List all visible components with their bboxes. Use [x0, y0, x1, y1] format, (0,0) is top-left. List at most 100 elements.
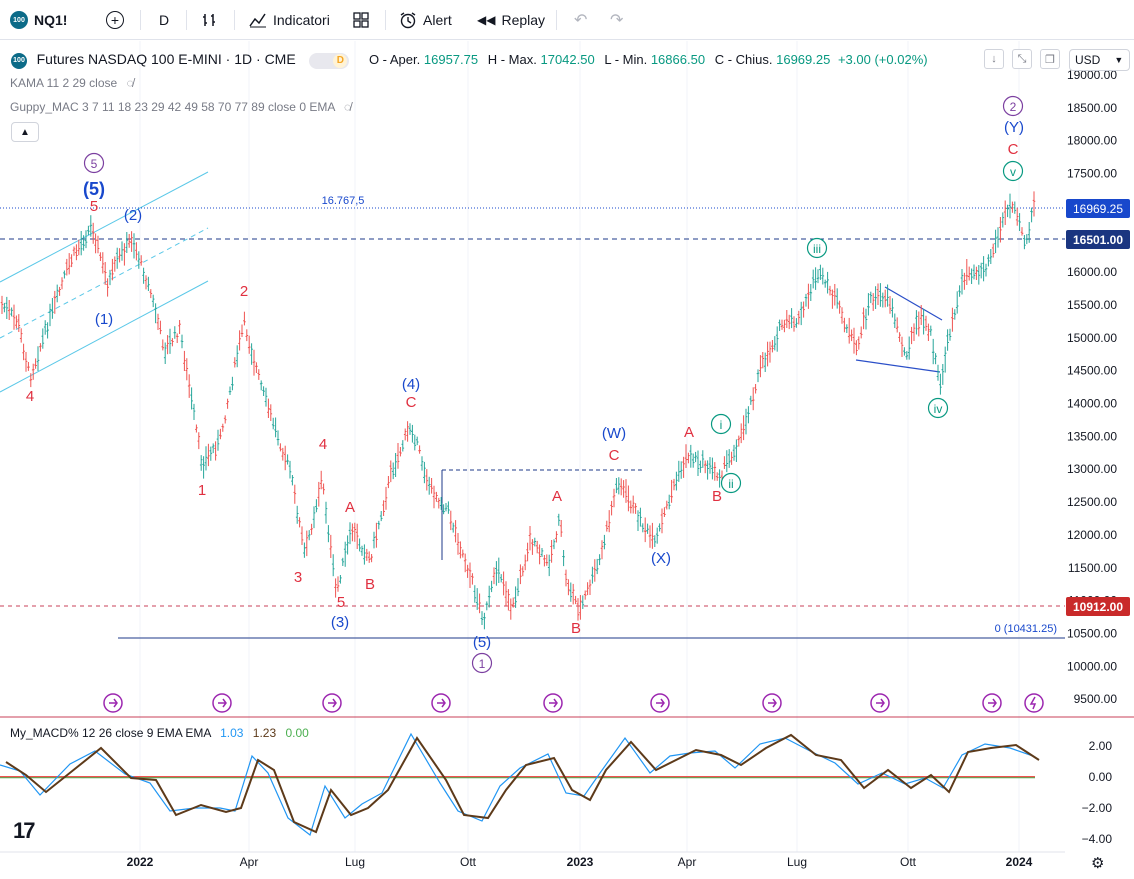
wave-label[interactable]: 4 — [26, 388, 34, 405]
symbol-search-button[interactable]: 100 NQ1! — [10, 0, 67, 40]
wave-label[interactable]: ii — [720, 472, 742, 494]
event-marker[interactable] — [322, 693, 342, 713]
redo-button[interactable]: ↷ — [610, 0, 623, 40]
lightning-event-marker[interactable] — [1024, 693, 1044, 713]
price-bars — [0, 191, 1036, 630]
wave-label[interactable]: 2 — [1002, 95, 1024, 117]
maximize-button[interactable]: ⤡ — [1012, 49, 1032, 69]
price-axis-tick: 18500.00 — [1067, 101, 1117, 115]
event-marker[interactable] — [870, 693, 890, 713]
interval-button[interactable]: D — [159, 0, 169, 40]
event-marker[interactable] — [212, 693, 232, 713]
wave-label[interactable]: 4 — [319, 436, 327, 453]
price-axis-tick: 16000.00 — [1067, 265, 1117, 279]
wave-label[interactable]: A — [684, 424, 694, 441]
event-marker[interactable] — [431, 693, 451, 713]
wave-label[interactable]: 5 — [337, 594, 345, 611]
macd-legend[interactable]: My_MACD% 12 26 close 9 EMA EMA 1.03 1.23… — [10, 726, 309, 740]
wave-label[interactable]: (5) — [83, 179, 105, 199]
symbol-logo-icon: 100 — [10, 11, 28, 29]
undo-button[interactable]: ↶ — [574, 0, 587, 40]
wave-label-text: ii — [728, 477, 733, 491]
wave-label[interactable]: C — [609, 447, 620, 464]
wave-label[interactable]: v — [1002, 160, 1024, 182]
wave-label[interactable]: B — [571, 620, 581, 637]
collapse-legend-button[interactable]: ▲ — [11, 122, 39, 142]
wave-label-text: (1) — [95, 311, 113, 328]
restore-button[interactable]: ❐ — [1040, 49, 1060, 69]
toolbar-divider — [186, 10, 187, 30]
wave-label[interactable]: 5 — [90, 198, 98, 215]
wave-label[interactable]: (W) — [602, 425, 626, 442]
wave-label-text: 5 — [91, 157, 98, 171]
wave-label[interactable]: 1 — [198, 482, 206, 499]
wave-label[interactable]: C — [1008, 141, 1019, 158]
wave-circle — [806, 237, 828, 259]
wave-label[interactable]: 1 — [471, 652, 493, 674]
wave-label[interactable]: 3 — [294, 569, 302, 586]
macd-axis-labels: 2.00 0.00 −2.00 −4.00 — [1082, 739, 1113, 846]
bar-style-button[interactable] — [201, 0, 219, 40]
event-marker[interactable] — [650, 693, 670, 713]
compare-symbol-button[interactable]: + — [106, 0, 124, 40]
channel-lower-line — [0, 280, 209, 393]
wave-label[interactable]: (5) — [473, 634, 491, 651]
arrow-right-icon — [437, 698, 446, 708]
time-axis-tick: Ott — [460, 855, 477, 869]
wave-label[interactable]: (Y) — [1004, 119, 1024, 136]
wave-label[interactable]: A — [552, 488, 562, 505]
event-marker[interactable] — [762, 693, 782, 713]
tradingview-logo-icon[interactable]: 17 — [13, 818, 36, 843]
event-marker[interactable] — [982, 693, 1002, 713]
arrow-right-icon — [549, 698, 558, 708]
price-axis-tick: 14000.00 — [1067, 397, 1117, 411]
wave-label[interactable]: (2) — [124, 207, 142, 224]
price-axis-tick: 10500.00 — [1067, 626, 1117, 640]
wave-label[interactable]: i — [710, 413, 732, 435]
wave-circle — [710, 413, 732, 435]
time-axis-labels: 2022 Apr Lug Ott 2023 Apr Lug Ott 2024 — [127, 855, 1033, 869]
event-marker[interactable] — [543, 693, 563, 713]
wave-label[interactable]: iv — [927, 397, 949, 419]
layouts-button[interactable] — [352, 0, 370, 40]
time-axis-tick: Apr — [240, 855, 259, 869]
scroll-down-button[interactable]: ↓ — [984, 49, 1004, 69]
wave-circle — [927, 397, 949, 419]
replay-button[interactable]: ◀◀ Replay — [477, 0, 545, 40]
wave-label[interactable]: 2 — [240, 283, 248, 300]
wave-label[interactable]: (X) — [651, 550, 671, 567]
wave-label-text: B — [712, 488, 722, 505]
delay-badge: D — [333, 53, 348, 68]
alert-button[interactable]: Alert — [398, 0, 452, 40]
currency-selector[interactable]: USD ▼ — [1069, 49, 1130, 71]
wave-label[interactable]: (4) — [402, 376, 420, 393]
price-axis-tick: 9500.00 — [1074, 692, 1118, 706]
wave-label[interactable]: B — [712, 488, 722, 505]
expand-icon: ⤡ — [1017, 52, 1027, 65]
wave-label[interactable]: (3) — [331, 614, 349, 631]
wave-label-text: 4 — [319, 436, 327, 453]
eye-crossed-icon[interactable]: ◌̸ — [344, 100, 352, 114]
undo-icon: ↶ — [574, 12, 588, 29]
kama-legend[interactable]: KAMA 11 2 29 close ◌̸ — [10, 76, 134, 90]
price-tag-current: 16969.25 — [1073, 202, 1123, 216]
wave-label-text: C — [1008, 141, 1019, 158]
wave-label[interactable]: C — [406, 394, 417, 411]
replay-label: Replay — [501, 12, 546, 28]
alert-label: Alert — [423, 12, 452, 28]
price-axis-labels: 19000.0018500.0018000.0017500.0017000.00… — [1067, 68, 1117, 706]
indicators-button[interactable]: Indicatori — [248, 0, 330, 40]
wave-label[interactable]: 5 — [83, 152, 105, 174]
gear-icon[interactable]: ⚙ — [1091, 855, 1105, 872]
wave-label-text: (5) — [83, 179, 105, 199]
price-tag-level1-bg — [1066, 230, 1130, 249]
guppy-legend[interactable]: Guppy_MAC 3 7 11 18 23 29 42 49 58 70 77… — [10, 100, 351, 114]
wave-label[interactable]: B — [365, 576, 375, 593]
eye-crossed-icon[interactable]: ◌̸ — [126, 76, 134, 90]
wave-label[interactable]: (1) — [95, 311, 113, 328]
wave-label[interactable]: iii — [806, 237, 828, 259]
event-marker[interactable] — [103, 693, 123, 713]
wave-label[interactable]: A — [345, 499, 355, 516]
